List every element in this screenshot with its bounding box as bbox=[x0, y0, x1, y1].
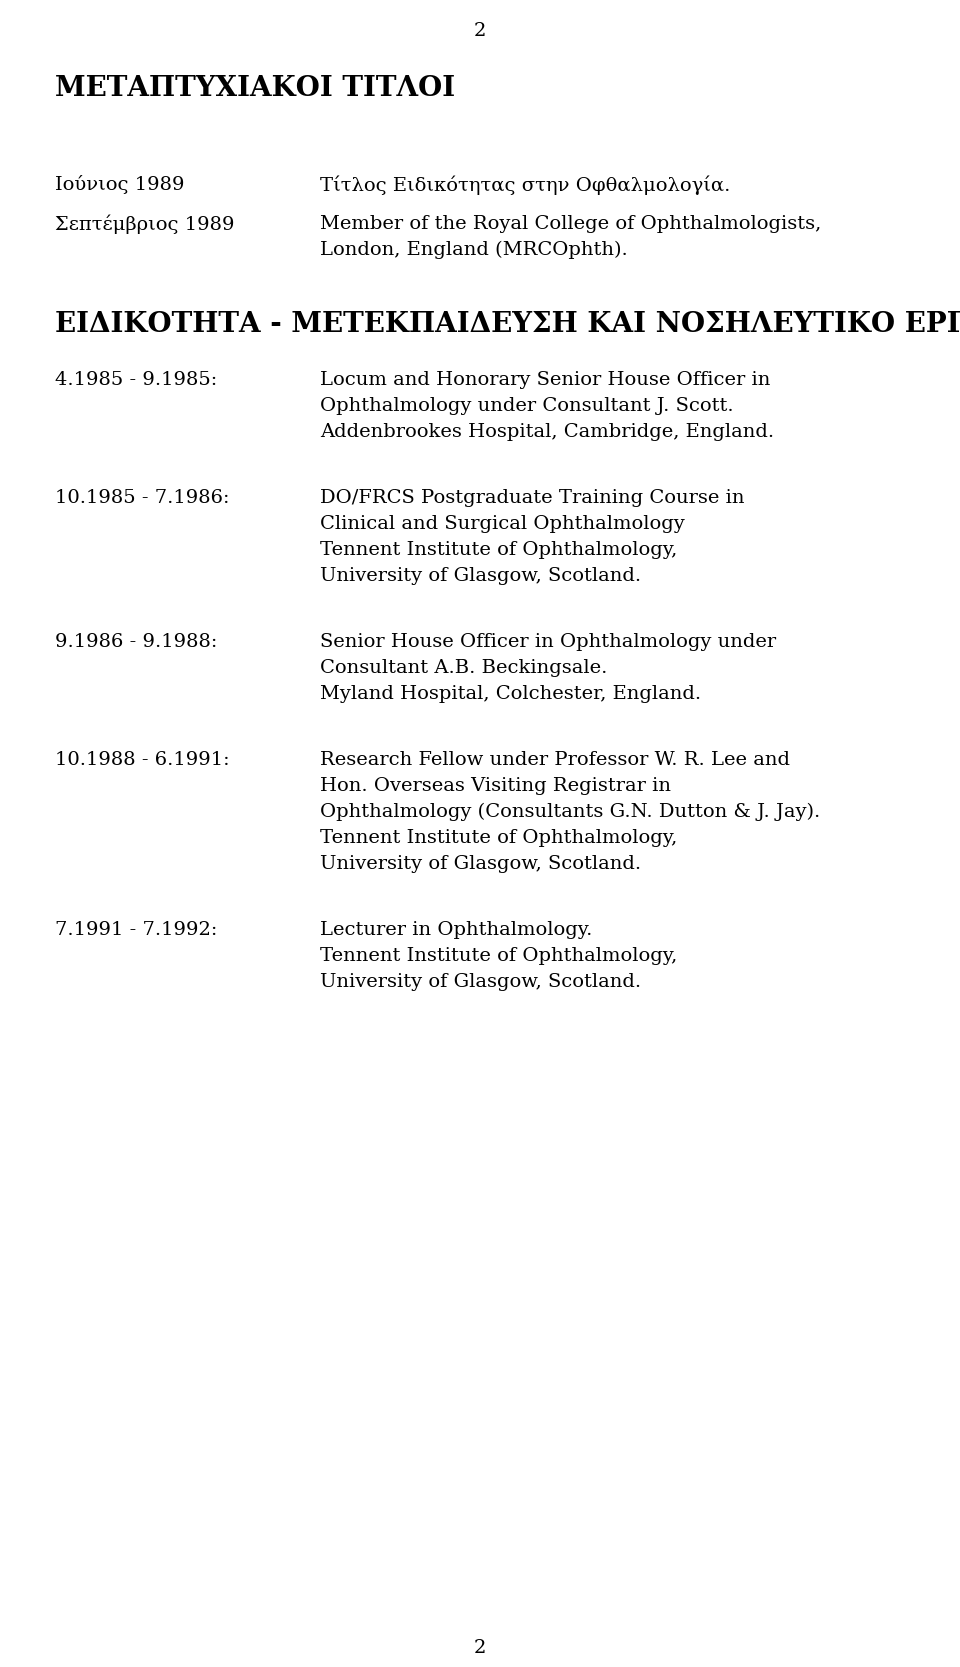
Text: Τίτλος Ειδικότητας στην Οφθαλμολογία.: Τίτλος Ειδικότητας στην Οφθαλμολογία. bbox=[320, 175, 731, 195]
Text: Tennent Institute of Ophthalmology,: Tennent Institute of Ophthalmology, bbox=[320, 542, 677, 558]
Text: 10.1988 - 6.1991:: 10.1988 - 6.1991: bbox=[55, 752, 229, 768]
Text: Senior House Officer in Ophthalmology under: Senior House Officer in Ophthalmology un… bbox=[320, 633, 776, 652]
Text: ΜΕΤΑΠΤΥΧΙΑΚΟΙ ΤΙΤΛΟΙ: ΜΕΤΑΠΤΥΧΙΑΚΟΙ ΤΙΤΛΟΙ bbox=[55, 75, 455, 102]
Text: Tennent Institute of Ophthalmology,: Tennent Institute of Ophthalmology, bbox=[320, 947, 677, 965]
Text: 2: 2 bbox=[474, 22, 486, 40]
Text: Member of the Royal College of Ophthalmologists,: Member of the Royal College of Ophthalmo… bbox=[320, 215, 821, 233]
Text: Tennent Institute of Ophthalmology,: Tennent Institute of Ophthalmology, bbox=[320, 828, 677, 847]
Text: Clinical and Surgical Ophthalmology: Clinical and Surgical Ophthalmology bbox=[320, 515, 684, 533]
Text: Consultant A.B. Beckingsale.: Consultant A.B. Beckingsale. bbox=[320, 658, 608, 677]
Text: Hon. Overseas Visiting Registrar in: Hon. Overseas Visiting Registrar in bbox=[320, 777, 671, 795]
Text: Myland Hospital, Colchester, England.: Myland Hospital, Colchester, England. bbox=[320, 685, 701, 703]
Text: University of Glasgow, Scotland.: University of Glasgow, Scotland. bbox=[320, 974, 641, 990]
Text: University of Glasgow, Scotland.: University of Glasgow, Scotland. bbox=[320, 855, 641, 874]
Text: University of Glasgow, Scotland.: University of Glasgow, Scotland. bbox=[320, 567, 641, 585]
Text: Ιούνιος 1989: Ιούνιος 1989 bbox=[55, 175, 184, 193]
Text: Addenbrookes Hospital, Cambridge, England.: Addenbrookes Hospital, Cambridge, Englan… bbox=[320, 423, 774, 442]
Text: 7.1991 - 7.1992:: 7.1991 - 7.1992: bbox=[55, 920, 217, 939]
Text: DO/FRCS Postgraduate Training Course in: DO/FRCS Postgraduate Training Course in bbox=[320, 488, 745, 507]
Text: Ophthalmology under Consultant J. Scott.: Ophthalmology under Consultant J. Scott. bbox=[320, 397, 733, 415]
Text: Research Fellow under Professor W. R. Lee and: Research Fellow under Professor W. R. Le… bbox=[320, 752, 790, 768]
Text: Lecturer in Ophthalmology.: Lecturer in Ophthalmology. bbox=[320, 920, 592, 939]
Text: ΕΙΔΙΚΟΤΗΤΑ - ΜΕΤΕΚΠΑΙΔΕΥΣΗ ΚΑΙ ΝΟΣΗΛΕΥΤΙΚΟ ΕΡΓΟ: ΕΙΔΙΚΟΤΗΤΑ - ΜΕΤΕΚΠΑΙΔΕΥΣΗ ΚΑΙ ΝΟΣΗΛΕΥΤΙ… bbox=[55, 312, 960, 338]
Text: Locum and Honorary Senior House Officer in: Locum and Honorary Senior House Officer … bbox=[320, 372, 770, 388]
Text: Ophthalmology (Consultants G.N. Dutton & J. Jay).: Ophthalmology (Consultants G.N. Dutton &… bbox=[320, 803, 820, 822]
Text: London, England (MRCOphth).: London, England (MRCOphth). bbox=[320, 242, 628, 260]
Text: 2: 2 bbox=[474, 1639, 486, 1657]
Text: 4.1985 - 9.1985:: 4.1985 - 9.1985: bbox=[55, 372, 217, 388]
Text: 9.1986 - 9.1988:: 9.1986 - 9.1988: bbox=[55, 633, 217, 652]
Text: Σεπτέμβριος 1989: Σεπτέμβριος 1989 bbox=[55, 215, 234, 235]
Text: 10.1985 - 7.1986:: 10.1985 - 7.1986: bbox=[55, 488, 229, 507]
